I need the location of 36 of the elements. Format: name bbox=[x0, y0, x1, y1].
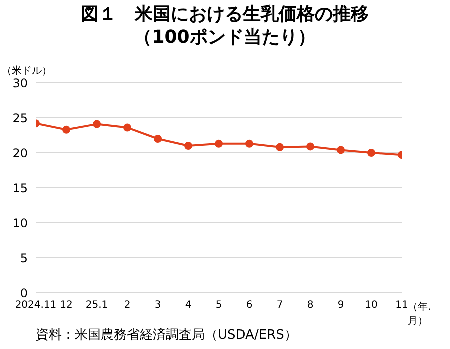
y-tick-label: 0 bbox=[20, 286, 28, 300]
x-tick-label: 3 bbox=[154, 300, 162, 312]
point bbox=[124, 124, 132, 132]
point bbox=[276, 143, 284, 152]
x-tick-label: 10 bbox=[365, 300, 378, 312]
y-tick-label: 30 bbox=[12, 76, 28, 90]
x-tick-label: 9 bbox=[338, 300, 344, 312]
point bbox=[154, 135, 162, 143]
x-tick-label: 25.1 bbox=[86, 300, 108, 312]
point bbox=[306, 142, 314, 151]
point bbox=[62, 126, 70, 134]
y-tick-label: 5 bbox=[20, 251, 28, 266]
x-tick-label: 2024.11 bbox=[15, 300, 57, 312]
point bbox=[246, 140, 254, 148]
y-tick-label: 15 bbox=[12, 181, 28, 196]
x-axis-title: （年.月） bbox=[408, 301, 432, 328]
y-tick-label: 20 bbox=[12, 146, 28, 160]
text: 資料：米国農務省経済調査局（USDA/ERS） bbox=[36, 327, 298, 344]
point bbox=[337, 146, 345, 154]
x-tick-label: 8 bbox=[307, 300, 314, 312]
x-tick-label: 6 bbox=[246, 300, 253, 312]
x-tick-label: 12 bbox=[60, 300, 73, 312]
y-axis-title: （米ドル） bbox=[2, 64, 52, 78]
y-tick-label: 25 bbox=[12, 111, 28, 126]
point bbox=[215, 140, 223, 148]
x-tick-label: 7 bbox=[276, 300, 284, 312]
x-tick-label: 5 bbox=[216, 300, 222, 312]
point bbox=[93, 120, 101, 128]
y-tick-label: 10 bbox=[12, 216, 28, 230]
chart-subtitle: （100ポンド当たり） bbox=[133, 27, 317, 49]
point bbox=[368, 149, 376, 157]
x-tick-label: 4 bbox=[185, 300, 192, 312]
x-tick-label: 11 bbox=[396, 300, 408, 312]
x-tick-label: 2 bbox=[124, 300, 131, 312]
point bbox=[184, 142, 192, 150]
chart-title: 図１ 米国における生乳価格の推移 bbox=[80, 4, 370, 26]
